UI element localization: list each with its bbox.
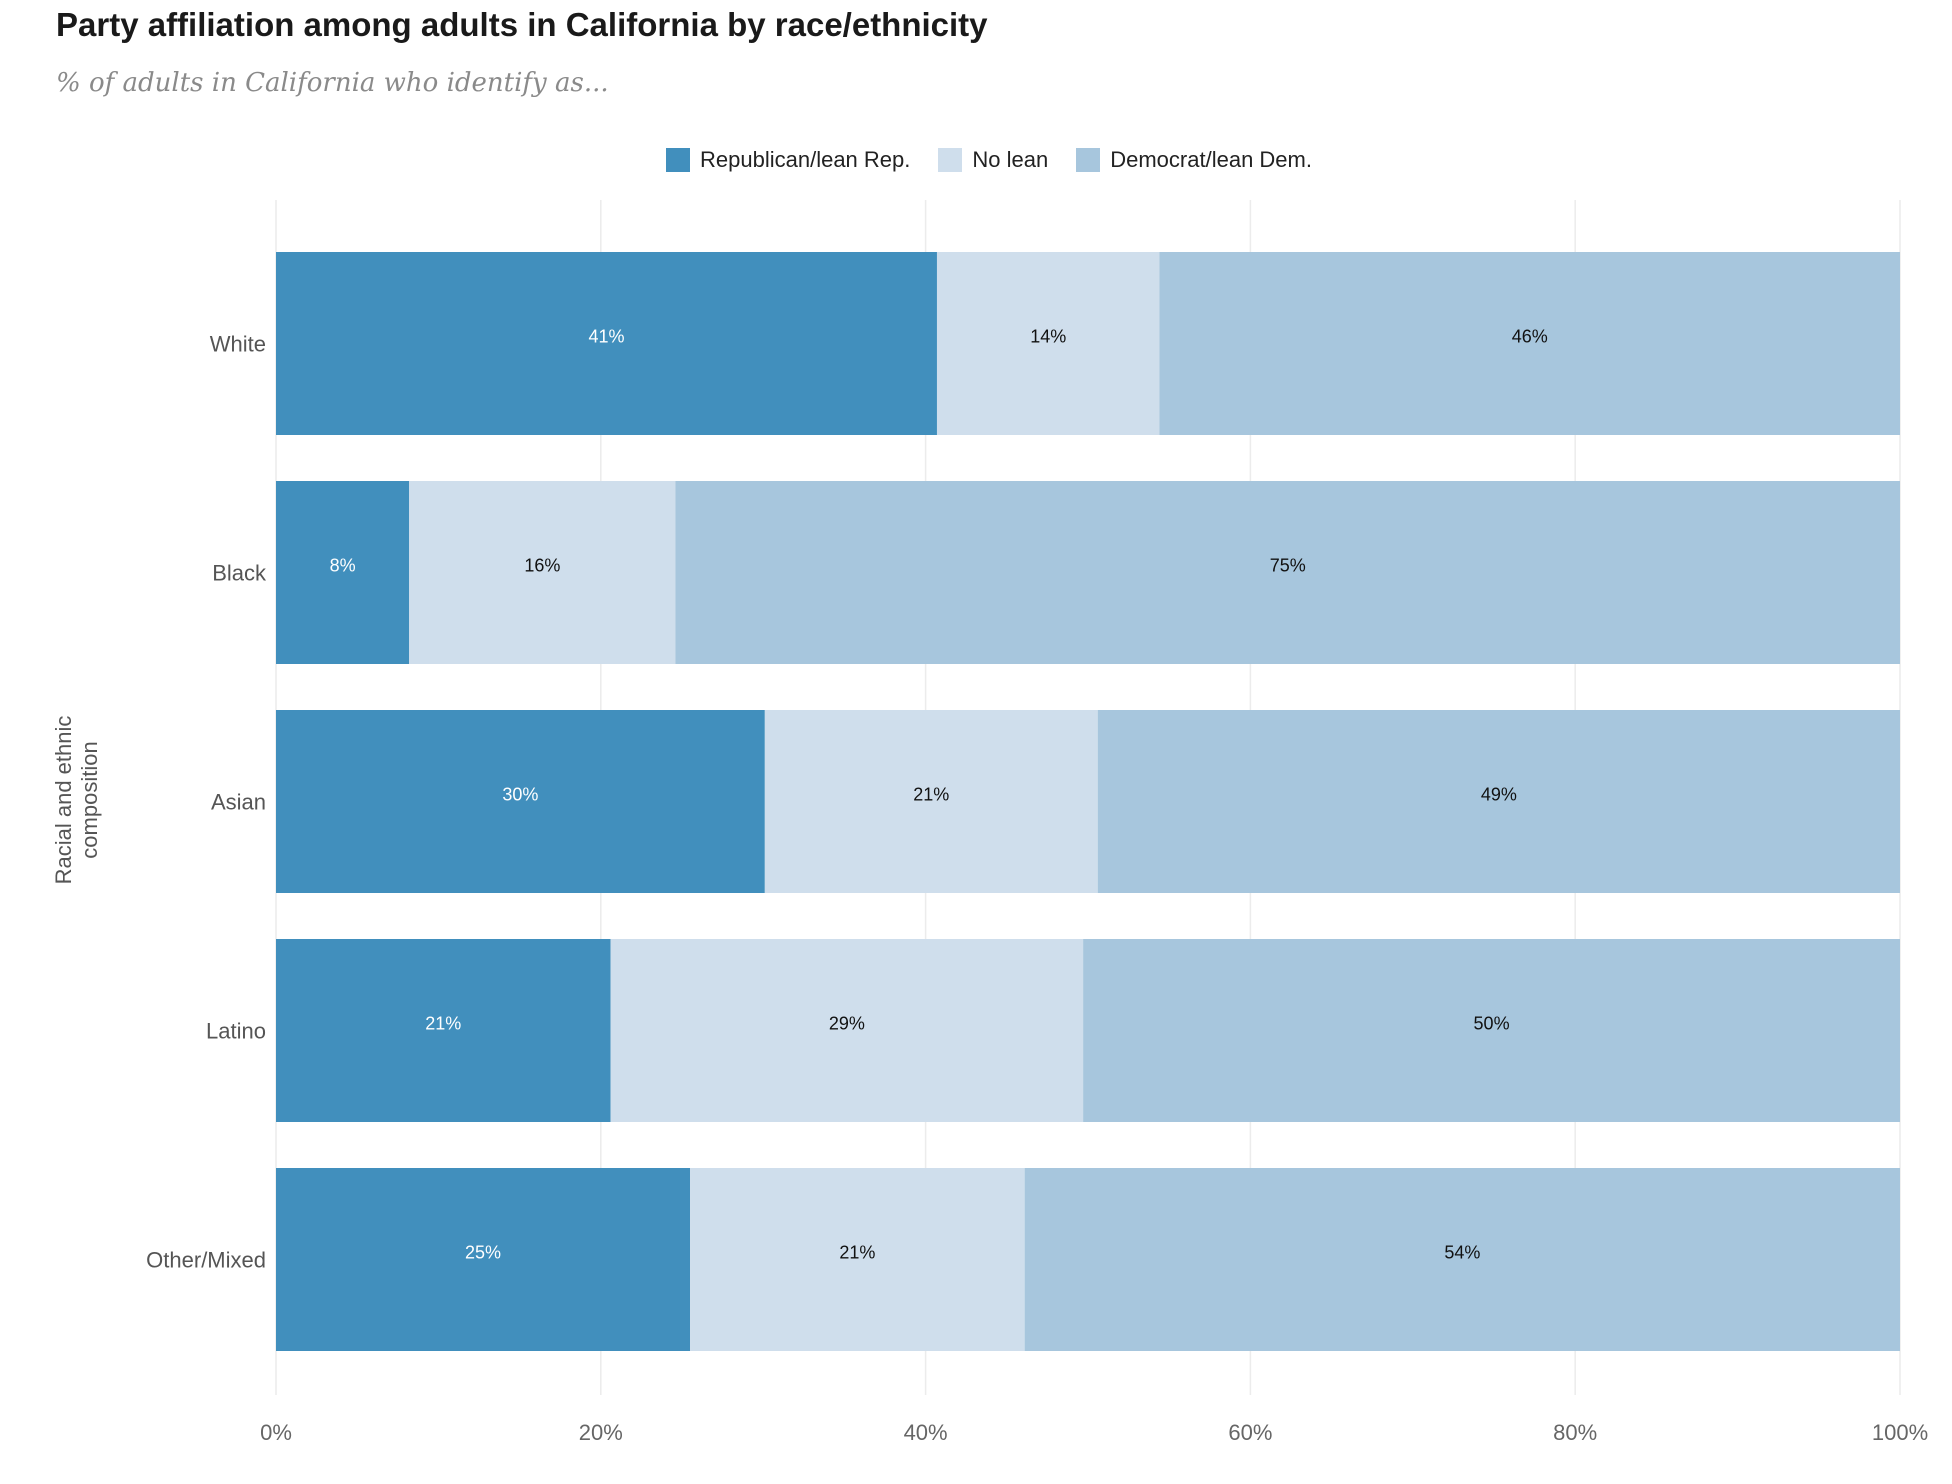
legend-item-democrat[interactable]: Democrat/lean Dem.: [1076, 147, 1312, 173]
bar-other-mixed-republican-lean-rep[interactable]: [276, 1168, 691, 1351]
x-tick-label-80: 80%: [1553, 1420, 1597, 1445]
legend-item-no-lean[interactable]: No lean: [938, 147, 1048, 173]
x-axis-ticks: 0% 20% 40% 60% 80% 100%: [260, 1420, 1928, 1445]
bar-other-mixed-no-lean[interactable]: [690, 1168, 1025, 1351]
chart-title: Party affiliation among adults in Califo…: [56, 6, 988, 43]
category-label-white: White: [210, 332, 266, 357]
legend-label-no-lean: No lean: [972, 147, 1049, 172]
bar-labels: 41% 14% 46% 8% 16% 75% 30% 21% 49% 21% 29% 50% 25% 21…: [330, 327, 1548, 1263]
data-label-white-republican-lean-rep: 41%: [588, 327, 624, 347]
category-labels: White Black Asian Latino Other/Mixed: [146, 332, 267, 1273]
data-label-latino-republican-lean-rep: 21%: [425, 1014, 461, 1034]
data-label-black-no-lean: 16%: [524, 556, 560, 576]
bar-asian-democrat-lean-dem[interactable]: [1097, 710, 1900, 893]
bar-latino-no-lean[interactable]: [610, 939, 1084, 1122]
bar-latino-democrat-lean-dem[interactable]: [1083, 939, 1900, 1122]
legend-label-democrat: Democrat/lean Dem.: [1110, 147, 1312, 172]
bar-white-democrat-lean-dem[interactable]: [1159, 252, 1900, 435]
data-label-other-mixed-republican-lean-rep: 25%: [465, 1243, 501, 1263]
data-label-asian-democrat-lean-dem: 49%: [1481, 785, 1517, 805]
bar-white-republican-lean-rep[interactable]: [276, 252, 937, 435]
legend-swatch-no-lean: [938, 148, 963, 172]
bar-asian-no-lean[interactable]: [764, 710, 1098, 893]
bar-black-democrat-lean-dem[interactable]: [675, 481, 1900, 664]
bars: [276, 252, 1900, 1351]
legend: Republican/lean Rep. No lean Democrat/le…: [0, 147, 1952, 173]
bar-latino-republican-lean-rep[interactable]: [276, 939, 611, 1122]
bar-white-no-lean[interactable]: [936, 252, 1160, 435]
bar-black-no-lean[interactable]: [409, 481, 676, 664]
data-label-black-republican-lean-rep: 8%: [330, 556, 356, 576]
x-tick-label-60: 60%: [1228, 1420, 1272, 1445]
y-axis-title: Racial and ethniccomposition: [51, 716, 102, 885]
data-label-asian-no-lean: 21%: [913, 785, 949, 805]
data-label-white-no-lean: 14%: [1030, 327, 1066, 347]
data-label-latino-no-lean: 29%: [829, 1014, 865, 1034]
bar-other-mixed-democrat-lean-dem[interactable]: [1024, 1168, 1900, 1351]
data-label-latino-democrat-lean-dem: 50%: [1474, 1014, 1510, 1034]
data-label-black-democrat-lean-dem: 75%: [1270, 556, 1306, 576]
data-label-white-democrat-lean-dem: 46%: [1512, 327, 1548, 347]
legend-item-republican[interactable]: Republican/lean Rep.: [666, 147, 910, 173]
legend-label-republican: Republican/lean Rep.: [700, 147, 911, 172]
x-tick-label-20: 20%: [579, 1420, 623, 1445]
category-label-other-mixed: Other/Mixed: [146, 1248, 266, 1273]
legend-swatch-republican: [666, 148, 691, 172]
x-tick-label-0: 0%: [260, 1420, 292, 1445]
bar-black-republican-lean-rep[interactable]: [276, 481, 410, 664]
chart-subtitle: % of adults in California who identify a…: [56, 68, 609, 98]
category-label-asian: Asian: [211, 790, 266, 815]
data-label-asian-republican-lean-rep: 30%: [502, 785, 538, 805]
bar-asian-republican-lean-rep[interactable]: [276, 710, 765, 893]
data-label-other-mixed-no-lean: 21%: [839, 1243, 875, 1263]
category-label-black: Black: [212, 561, 267, 586]
legend-swatch-democrat: [1076, 148, 1101, 172]
x-tick-label-40: 40%: [904, 1420, 948, 1445]
data-label-other-mixed-democrat-lean-dem: 54%: [1444, 1243, 1480, 1263]
category-label-latino: Latino: [206, 1019, 266, 1044]
x-tick-label-100: 100%: [1872, 1420, 1928, 1445]
